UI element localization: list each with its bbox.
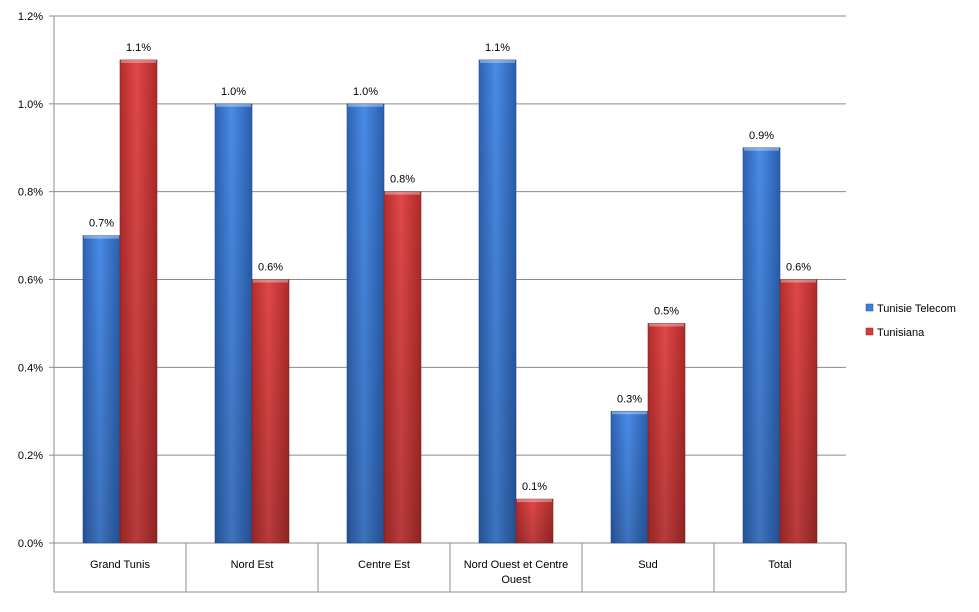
bar-top-highlight — [121, 59, 156, 63]
bar-shading — [120, 59, 157, 544]
bar-top-highlight — [612, 411, 647, 415]
data-labels: 0.7% 1.1% 1.0% 0.6% 1.0% 0.8% 1.1% 0.1% 0.3% 0.5%… — [89, 42, 811, 493]
data-label: 0.6% — [786, 262, 811, 274]
y-tick-label: 0.2% — [18, 450, 43, 462]
data-label: 0.5% — [654, 305, 679, 317]
x-category-label: Sud — [638, 559, 658, 571]
bar-top-highlight — [480, 59, 515, 63]
y-tick-label: 1.0% — [18, 99, 43, 111]
bar-shading — [516, 499, 553, 543]
bar-shading — [384, 191, 421, 543]
data-label: 0.7% — [89, 218, 114, 230]
x-category-label: Nord Est — [231, 559, 274, 571]
x-category-label: Nord Ouest et Centre Ouest — [464, 559, 569, 586]
x-category-label: Total — [768, 559, 791, 571]
legend: Tunisie Telecom Tunisiana — [865, 303, 956, 339]
data-label: 1.1% — [126, 42, 151, 54]
data-label: 0.8% — [390, 174, 415, 186]
bar-shading — [215, 103, 252, 543]
bar-top-highlight — [649, 323, 684, 327]
bar-shading — [347, 103, 384, 543]
data-label: 0.1% — [522, 481, 547, 493]
bar-top-highlight — [517, 499, 552, 503]
data-label: 0.9% — [749, 130, 774, 142]
data-label: 1.1% — [485, 42, 510, 54]
bar-top-highlight — [385, 191, 420, 195]
data-label: 1.0% — [221, 86, 246, 98]
y-tick-label: 0.0% — [18, 538, 43, 550]
legend-label: Tunisie Telecom — [877, 303, 956, 315]
x-category-label: Grand Tunis — [90, 559, 150, 571]
bar-shading — [479, 59, 516, 544]
bar-shading — [611, 411, 648, 543]
y-tick-label: 1.2% — [18, 11, 43, 23]
data-label: 0.6% — [258, 262, 283, 274]
y-tick-label: 0.4% — [18, 362, 43, 374]
data-label: 0.3% — [617, 393, 642, 405]
x-category-label: Centre Est — [358, 559, 410, 571]
bar-shading — [743, 147, 780, 543]
bar-top-highlight — [781, 279, 816, 283]
gridlines — [54, 15, 846, 544]
y-tick-label: 0.6% — [18, 275, 43, 287]
category-axis: Grand Tunis Nord Est Centre Est Nord Ouest … — [90, 559, 792, 586]
bar-top-highlight — [348, 103, 383, 107]
bar-shading — [648, 323, 685, 543]
bar-top-highlight — [253, 279, 288, 283]
data-label: 1.0% — [353, 86, 378, 98]
bar-top-highlight — [744, 147, 779, 151]
bar-top-highlight — [84, 235, 119, 239]
bars — [82, 59, 818, 544]
y-tick-label: 0.8% — [18, 187, 43, 199]
bar-top-highlight — [216, 103, 251, 107]
axes: 0.0% 0.2% 0.4% 0.6% 0.8% 1.0% 1.2% — [18, 11, 847, 593]
legend-swatch — [865, 327, 874, 336]
bar-shading — [83, 235, 120, 544]
bar-shading — [252, 279, 289, 543]
bar-shading — [780, 279, 817, 543]
legend-label: Tunisiana — [877, 327, 925, 339]
legend-swatch — [865, 303, 874, 312]
